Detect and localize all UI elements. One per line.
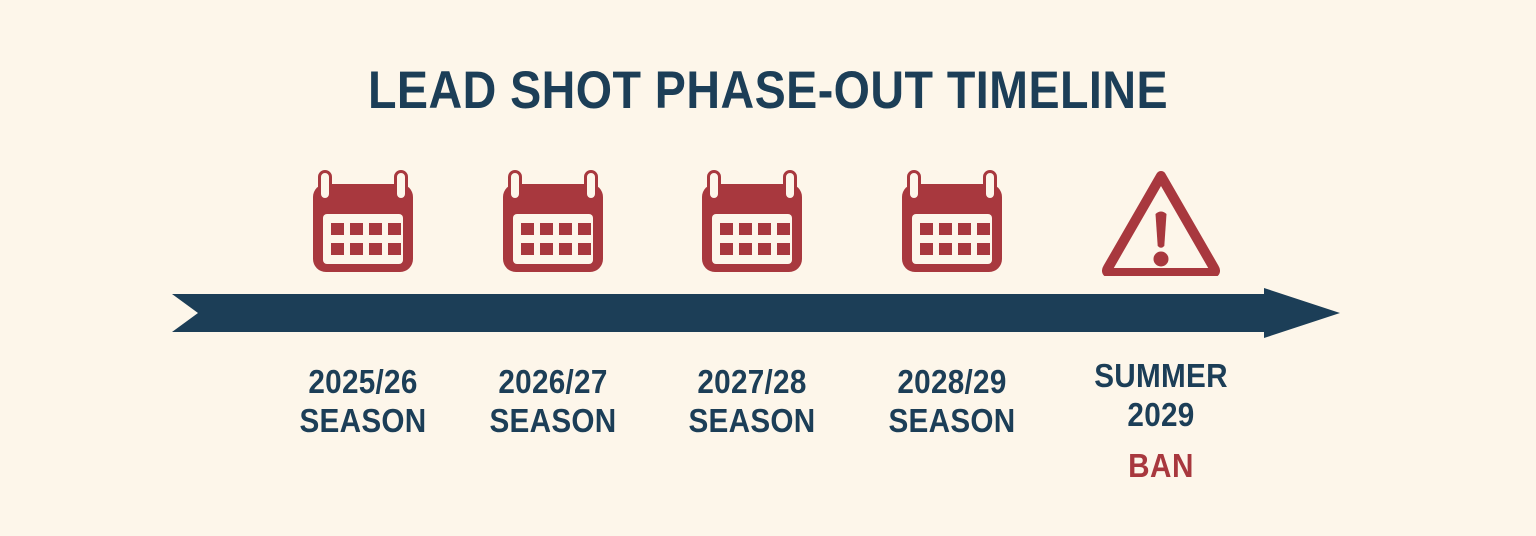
milestone-label-line1: 2027/28 <box>697 363 807 400</box>
timeline-arrow <box>172 288 1340 338</box>
milestone-label-line2: 2029 <box>1127 396 1195 433</box>
milestone-label-line2: SEASON <box>299 402 427 439</box>
milestone-labels: 2027/28 SEASON <box>652 362 852 440</box>
arrow-shape <box>172 288 1340 338</box>
milestone-labels: 2026/27 SEASON <box>453 362 653 440</box>
milestone-label-line1: SUMMER <box>1094 357 1228 394</box>
milestone-labels: SUMMER 2029 BAN <box>1061 356 1261 485</box>
calendar-icon <box>263 170 463 276</box>
milestone-labels: 2028/29 SEASON <box>852 362 1052 440</box>
calendar-icon <box>852 170 1052 276</box>
milestone-labels: 2025/26 SEASON <box>263 362 463 440</box>
page-title: LEAD SHOT PHASE-OUT TIMELINE <box>367 61 1169 120</box>
calendar-icon <box>652 170 852 276</box>
warning-triangle-icon <box>1061 170 1261 276</box>
milestone-label-line2: SEASON <box>489 402 617 439</box>
ban-badge: BAN <box>1128 447 1194 484</box>
milestone-label-line2: SEASON <box>888 402 1016 439</box>
milestone-label-line1: 2028/29 <box>897 363 1007 400</box>
milestone-label-line1: 2025/26 <box>308 363 418 400</box>
milestone-label-line2: SEASON <box>688 402 816 439</box>
milestone-label-line1: 2026/27 <box>498 363 608 400</box>
calendar-icon <box>453 170 653 276</box>
